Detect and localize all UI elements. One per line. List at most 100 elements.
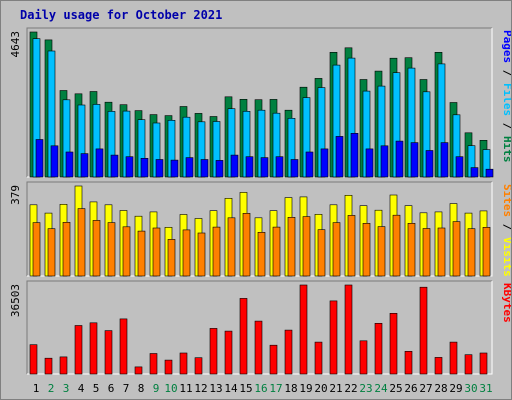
bar-kbytes-day-15 [239, 298, 248, 375]
bar-pages-day-26 [410, 142, 419, 178]
legend-hits: Hits [501, 136, 511, 163]
legend-separator: / [501, 63, 511, 83]
bar-pages-day-13 [215, 160, 224, 178]
bar-kbytes-day-17 [269, 344, 278, 375]
bar-pages-day-23 [365, 148, 374, 178]
legend-files: Files [501, 83, 511, 116]
bar-pages-day-22 [350, 133, 359, 178]
legend-kbytes: KBytes [501, 283, 511, 323]
x-tick-day-30: 30 [464, 382, 477, 395]
bar-kbytes-day-12 [194, 357, 203, 375]
bar-pages-day-1 [35, 139, 44, 178]
bar-sites-day-29 [452, 221, 461, 277]
x-tick-day-2: 2 [48, 382, 55, 395]
x-tick-day-17: 17 [269, 382, 282, 395]
x-tick-day-9: 9 [153, 382, 160, 395]
x-tick-day-4: 4 [78, 382, 85, 395]
bar-pages-day-27 [425, 150, 434, 178]
bar-sites-day-7 [122, 226, 131, 277]
bar-pages-day-6 [110, 154, 119, 178]
bar-pages-day-12 [200, 159, 209, 178]
bar-pages-day-3 [65, 151, 74, 178]
bar-sites-day-21 [332, 222, 341, 277]
bar-kbytes-day-1 [29, 344, 38, 375]
bar-kbytes-day-27 [419, 286, 428, 375]
bar-sites-day-10 [167, 239, 176, 277]
x-tick-day-31: 31 [479, 382, 492, 395]
bar-kbytes-day-19 [299, 284, 308, 375]
legend-visits: Visits [501, 237, 511, 277]
bar-kbytes-day-28 [434, 357, 443, 375]
panel-max-label: 4643 [9, 31, 22, 58]
bar-pages-day-29 [455, 156, 464, 178]
bar-sites-day-5 [92, 220, 101, 277]
bar-sites-day-2 [47, 228, 56, 277]
bar-kbytes-day-31 [479, 352, 488, 375]
legend-sites: Sites [501, 184, 511, 217]
bar-kbytes-day-9 [149, 353, 158, 375]
bar-pages-day-7 [125, 156, 134, 178]
x-tick-day-13: 13 [209, 382, 222, 395]
x-tick-day-3: 3 [63, 382, 70, 395]
bar-sites-day-9 [152, 227, 161, 277]
bar-kbytes-day-21 [329, 300, 338, 375]
bar-pages-day-28 [440, 142, 449, 178]
bar-pages-day-4 [80, 153, 89, 178]
x-tick-day-26: 26 [404, 382, 417, 395]
x-tick-day-12: 12 [194, 382, 207, 395]
bar-pages-day-14 [230, 154, 239, 178]
bar-kbytes-day-3 [59, 356, 68, 375]
bar-sites-day-14 [227, 217, 236, 277]
bar-kbytes-day-7 [119, 318, 128, 375]
bar-pages-day-20 [320, 148, 329, 178]
bar-kbytes-day-25 [389, 312, 398, 375]
bar-kbytes-day-4 [74, 325, 83, 375]
bar-pages-day-17 [275, 156, 284, 178]
x-tick-day-18: 18 [284, 382, 297, 395]
panel-max-label: 379 [9, 185, 22, 205]
panel-legend: Sites / Visits [501, 184, 511, 277]
x-tick-day-8: 8 [138, 382, 145, 395]
chart-title: Daily usage for October 2021 [20, 8, 222, 22]
bar-kbytes-day-8 [134, 366, 143, 375]
bar-kbytes-day-24 [374, 322, 383, 375]
x-tick-day-28: 28 [434, 382, 447, 395]
bar-pages-day-11 [185, 157, 194, 178]
bar-pages-day-8 [140, 158, 149, 178]
bar-kbytes-day-13 [209, 328, 218, 375]
panel-hits_files_pages: 4643 Pages / Files / Hits [9, 27, 511, 178]
x-tick-day-29: 29 [449, 382, 462, 395]
bar-kbytes-day-30 [464, 354, 473, 375]
legend-separator: / [501, 217, 511, 237]
bar-pages-day-5 [95, 148, 104, 178]
legend-pages: Pages [501, 30, 511, 63]
bar-pages-day-30 [470, 167, 479, 178]
panel-legend: Pages / Files / Hits [501, 30, 511, 163]
legend-separator: / [501, 116, 511, 136]
x-tick-day-10: 10 [164, 382, 177, 395]
bar-sites-day-17 [272, 226, 281, 277]
bar-sites-day-23 [362, 223, 371, 277]
bar-pages-day-10 [170, 159, 179, 178]
bar-kbytes-day-14 [224, 330, 233, 375]
panel-border-dark [26, 27, 492, 177]
bar-sites-day-18 [287, 217, 296, 277]
bar-pages-day-24 [380, 145, 389, 178]
bar-kbytes-day-6 [104, 330, 113, 375]
bar-kbytes-day-18 [284, 329, 293, 375]
x-tick-day-25: 25 [389, 382, 402, 395]
bar-pages-day-9 [155, 159, 164, 178]
bar-sites-day-26 [407, 223, 416, 277]
bar-kbytes-day-16 [254, 320, 263, 375]
panel-legend: KBytes [501, 283, 511, 323]
bar-sites-day-11 [182, 229, 191, 277]
bar-kbytes-day-20 [314, 341, 323, 375]
x-tick-day-15: 15 [239, 382, 252, 395]
bar-sites-day-6 [107, 222, 116, 277]
bar-sites-day-31 [482, 227, 491, 277]
panel-kbytes: 36503 KBytes [9, 280, 511, 375]
bar-sites-day-8 [137, 230, 146, 277]
bar-sites-day-19 [302, 216, 311, 277]
